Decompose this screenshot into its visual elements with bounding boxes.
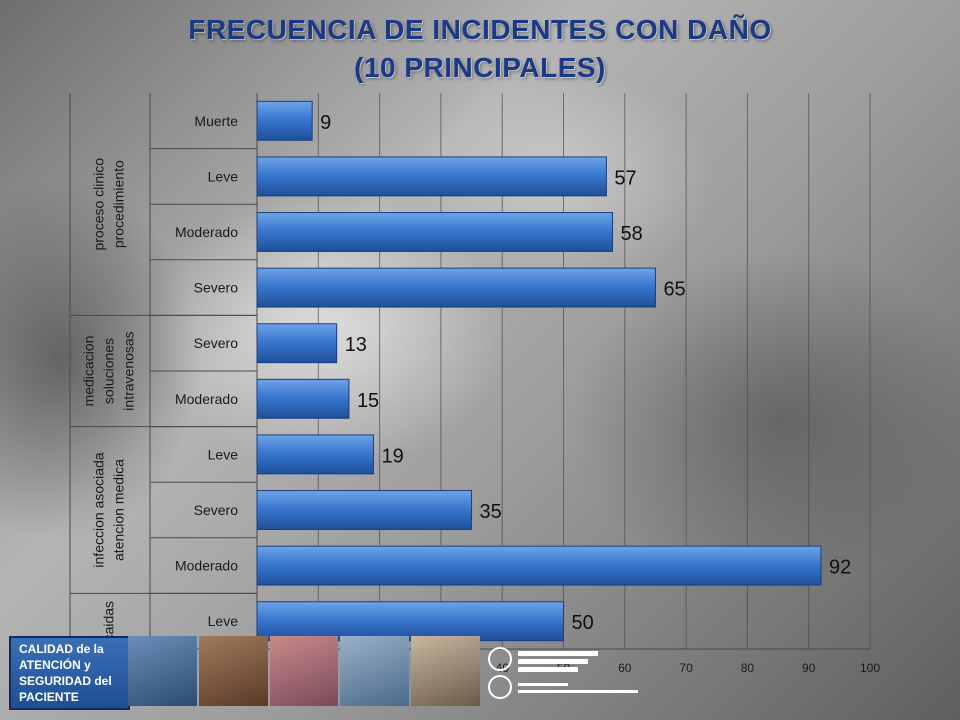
group-label: caidas bbox=[101, 601, 117, 641]
group-label: proceso clinico bbox=[91, 158, 107, 251]
group-label: atencion medica bbox=[111, 459, 127, 561]
bar bbox=[256, 434, 374, 475]
x-tick-label: 70 bbox=[679, 661, 693, 675]
bar bbox=[256, 378, 350, 419]
group-label: soluciones bbox=[101, 338, 117, 404]
photo-1 bbox=[128, 636, 197, 706]
category-label: Leve bbox=[208, 168, 239, 184]
category-label: Moderado bbox=[175, 391, 238, 407]
bar bbox=[256, 212, 614, 252]
data-label: 57 bbox=[614, 167, 636, 189]
x-tick-label: 100 bbox=[860, 661, 880, 675]
category-label: Severo bbox=[194, 335, 239, 351]
bar bbox=[256, 545, 822, 586]
bar bbox=[256, 267, 656, 308]
group-label: infeccion asociada bbox=[91, 452, 107, 567]
logo-line-1: CALIDAD de la bbox=[19, 642, 104, 656]
group-label: medicacion bbox=[81, 336, 97, 407]
data-label: 65 bbox=[663, 279, 685, 301]
ops-oms-logo bbox=[488, 647, 638, 699]
bar bbox=[256, 323, 338, 364]
photo-3 bbox=[269, 636, 339, 706]
chart-title-line2: (10 PRINCIPALES) bbox=[354, 52, 606, 83]
group-label: intravenosas bbox=[121, 331, 137, 410]
x-tick-label: 40 bbox=[496, 661, 510, 675]
x-tick-label: 80 bbox=[741, 661, 755, 675]
data-label: 58 bbox=[621, 223, 643, 245]
bar bbox=[256, 156, 607, 197]
photo-5 bbox=[411, 636, 480, 706]
data-label: 13 bbox=[345, 334, 367, 356]
data-label: 92 bbox=[829, 557, 851, 579]
logo-line-3: SEGURIDAD del bbox=[19, 674, 112, 688]
data-label: 35 bbox=[480, 501, 502, 523]
data-label: 50 bbox=[572, 612, 594, 634]
calidad-logo: CALIDAD de la ATENCIÓN y SEGURIDAD del P… bbox=[9, 636, 130, 710]
category-label: Moderado bbox=[175, 224, 238, 240]
photo-strip bbox=[128, 636, 480, 706]
x-tick-label: 90 bbox=[802, 661, 816, 675]
logo-line-2: ATENCIÓN y bbox=[19, 658, 91, 672]
category-label: Leve bbox=[208, 613, 239, 629]
x-tick-label: 60 bbox=[618, 661, 632, 675]
category-label: Leve bbox=[208, 446, 239, 462]
photo-4 bbox=[340, 636, 410, 706]
data-label: 19 bbox=[381, 445, 403, 467]
data-label: 15 bbox=[357, 390, 379, 412]
bar bbox=[256, 601, 564, 642]
photo-2 bbox=[198, 636, 268, 706]
bar bbox=[256, 100, 313, 141]
category-label: Severo bbox=[194, 280, 239, 296]
category-label: Severo bbox=[194, 502, 239, 518]
group-label: procedimiento bbox=[111, 160, 127, 248]
logo-line-4: PACIENTE bbox=[19, 690, 79, 704]
bar bbox=[256, 490, 473, 530]
data-label: 9 bbox=[320, 112, 331, 134]
chart-title-line1: FRECUENCIA DE INCIDENTES CON DAÑO bbox=[188, 14, 772, 45]
category-label: Moderado bbox=[175, 558, 238, 574]
category-label: Muerte bbox=[194, 113, 238, 129]
